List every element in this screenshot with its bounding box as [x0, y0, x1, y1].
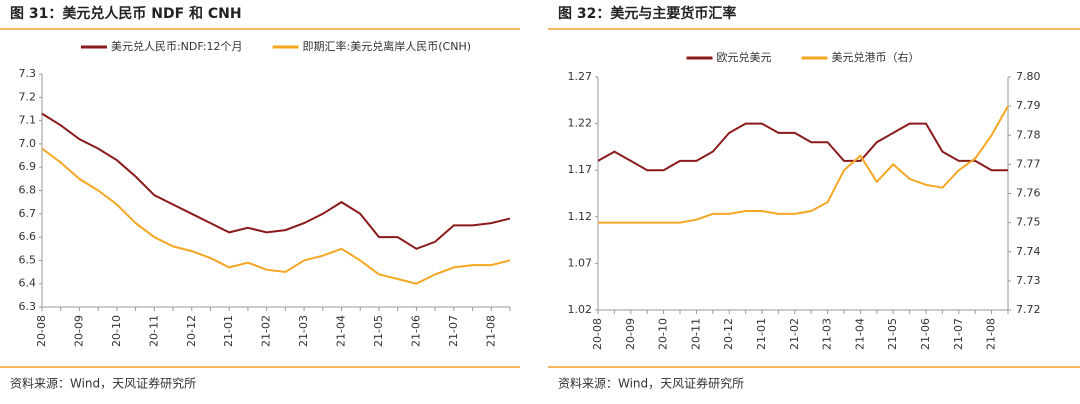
y2-tick-label: 7.72	[1016, 303, 1041, 316]
x-tick-label: 20-12	[185, 315, 198, 347]
x-tick-label: 20-09	[72, 315, 85, 347]
x-tick-label: 21-02	[260, 315, 273, 347]
chart-title: 图 32：美元与主要货币汇率	[558, 5, 736, 22]
source: 资料来源：Wind，天风证券研究所	[558, 376, 744, 391]
y-tick-label: 7.2	[19, 90, 37, 103]
y2-tick-label: 7.74	[1016, 245, 1041, 258]
legend-label: 即期汇率:美元兑离岸人民币(CNH)	[303, 39, 471, 53]
x-tick-label: 20-11	[147, 315, 160, 347]
x-tick-label: 21-06	[919, 318, 932, 350]
x-tick-label: 20-10	[110, 315, 123, 347]
y-tick-label: 6.7	[19, 207, 37, 220]
x-tick-label: 21-08	[484, 315, 497, 347]
x-tick-label: 21-06	[409, 315, 422, 347]
y-tick-label: 6.9	[19, 160, 37, 173]
y-tick-label: 6.6	[19, 230, 37, 243]
series-line	[41, 112, 511, 250]
y-tick-label: 1.12	[568, 210, 593, 223]
x-tick-label: 20-08	[591, 318, 604, 350]
x-tick-label: 21-04	[335, 315, 348, 347]
x-tick-label: 20-12	[722, 318, 735, 350]
y-tick-label: 6.5	[19, 253, 37, 266]
y-tick-label: 6.4	[19, 277, 37, 290]
y2-tick-label: 7.78	[1016, 128, 1041, 141]
series-line	[598, 105, 1009, 224]
x-tick-label: 21-07	[952, 318, 965, 350]
series-line	[41, 147, 511, 285]
y2-tick-label: 7.77	[1016, 157, 1041, 170]
y2-tick-label: 7.73	[1016, 274, 1041, 287]
y-tick-label: 1.22	[568, 117, 593, 130]
y2-tick-label: 7.80	[1016, 70, 1041, 83]
y-tick-label: 6.3	[19, 300, 37, 313]
x-tick-label: 21-07	[447, 315, 460, 347]
y-tick-label: 7.0	[19, 137, 37, 150]
series-line	[597, 122, 1008, 172]
y-tick-label: 1.27	[568, 70, 593, 83]
legend-label: 美元兑人民币:NDF:12个月	[111, 39, 243, 53]
x-tick-label: 21-01	[222, 315, 235, 347]
y-tick-label: 1.02	[568, 303, 593, 316]
y-tick-label: 7.3	[19, 67, 37, 80]
x-tick-label: 21-05	[886, 318, 899, 350]
x-tick-label: 21-04	[853, 318, 866, 350]
x-tick-label: 20-11	[689, 318, 702, 350]
x-tick-label: 20-10	[657, 318, 670, 350]
x-tick-label: 21-03	[297, 315, 310, 347]
x-tick-label: 21-05	[372, 315, 385, 347]
chart-title: 图 31：美元兑人民币 NDF 和 CNH	[10, 5, 242, 22]
y-tick-label: 7.1	[19, 114, 37, 127]
legend-label: 美元兑港币（右）	[832, 50, 920, 64]
y2-tick-label: 7.75	[1016, 216, 1041, 229]
source: 资料来源：Wind，天风证券研究所	[10, 376, 196, 391]
legend-label: 欧元兑美元	[717, 50, 772, 64]
x-tick-label: 20-08	[35, 315, 48, 347]
y-tick-label: 6.8	[19, 184, 37, 197]
x-tick-label: 21-02	[788, 318, 801, 350]
x-tick-label: 20-09	[624, 318, 637, 350]
x-tick-label: 21-01	[755, 318, 768, 350]
y-tick-label: 1.07	[568, 256, 593, 269]
y2-tick-label: 7.76	[1016, 187, 1041, 200]
y-tick-label: 1.17	[568, 163, 593, 176]
x-tick-label: 21-08	[985, 318, 998, 350]
x-tick-label: 21-03	[821, 318, 834, 350]
y2-tick-label: 7.79	[1016, 99, 1041, 112]
